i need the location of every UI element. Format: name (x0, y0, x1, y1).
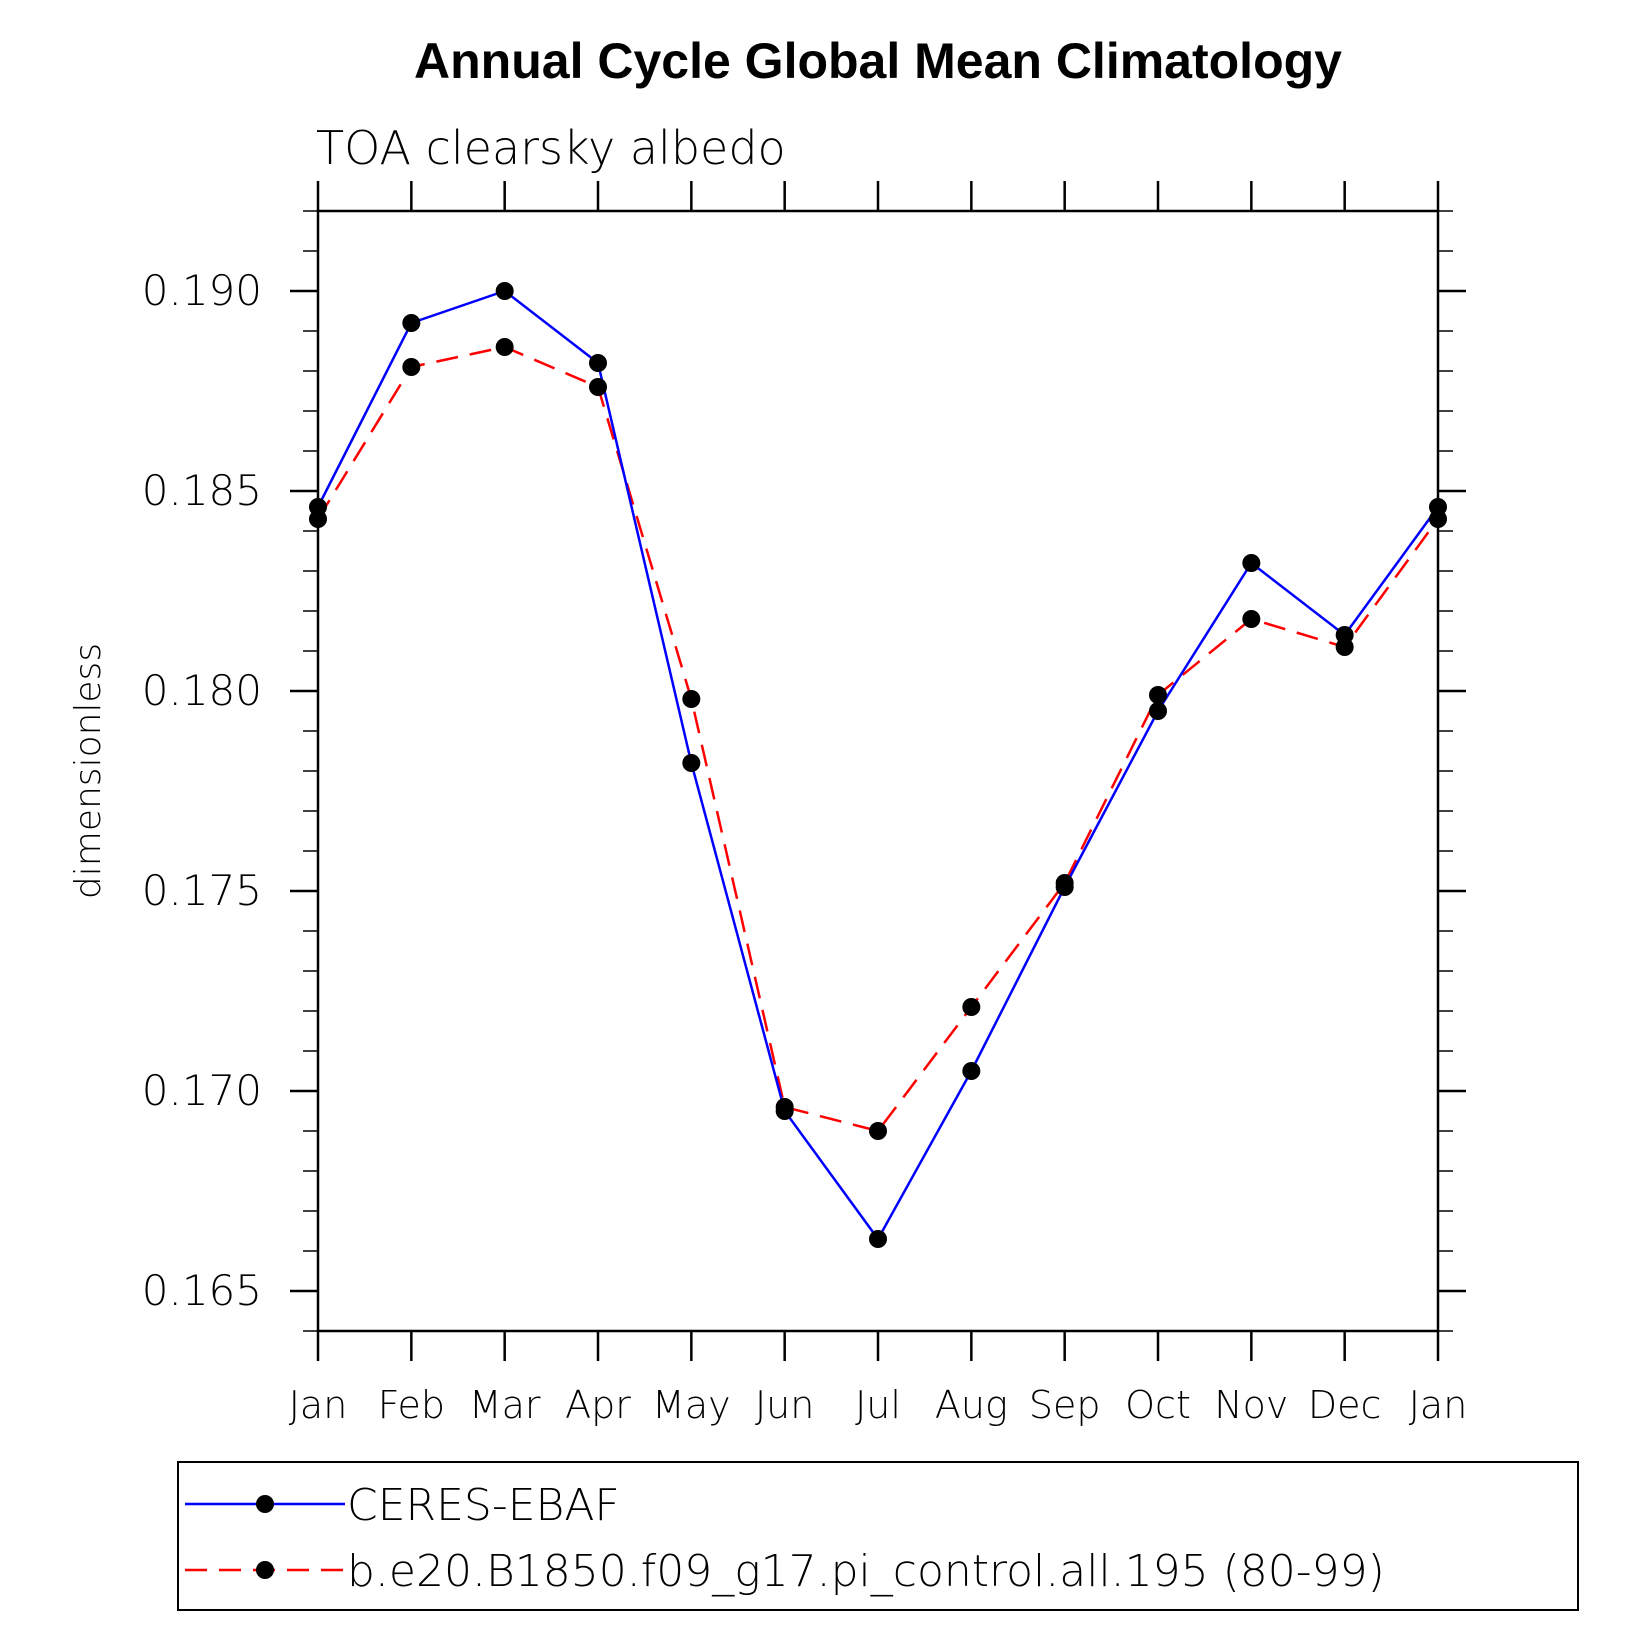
legend: CERES-EBAF b.e20.B1850.f09_g17.pi_control… (177, 1461, 1579, 1611)
data-point (495, 282, 514, 300)
x-tick-label: Oct (1125, 1383, 1191, 1427)
x-tick-label: Nov (1214, 1383, 1288, 1427)
data-point (1429, 510, 1447, 528)
x-tick-label: Jan (289, 1383, 348, 1427)
x-tick-label: Apr (565, 1383, 631, 1427)
legend-label: CERES-EBAF (347, 1480, 620, 1531)
y-tick-label: 0.175 (142, 866, 262, 915)
legend-box (177, 1461, 1579, 1611)
data-point (869, 1122, 887, 1140)
x-tick-label: Sep (1029, 1383, 1101, 1427)
x-tick-label: Mar (469, 1383, 541, 1427)
data-point (869, 1230, 887, 1248)
data-point (775, 1098, 794, 1116)
y-axis-label: dimensionless (68, 643, 109, 899)
plot-area (309, 282, 1447, 1248)
data-point (1055, 874, 1074, 892)
legend-label: b.e20.B1850.f09_g17.pi_control.all.195 (… (347, 1546, 1385, 1597)
data-point (962, 1062, 981, 1080)
plot-frame (316, 209, 1440, 1333)
x-tick-label: May (652, 1383, 731, 1427)
data-point (495, 338, 514, 356)
data-point (309, 510, 327, 528)
series-line (316, 289, 1440, 1242)
data-point (1335, 638, 1354, 656)
x-tick-label: Jan (1409, 1383, 1468, 1427)
legend-marker (256, 1495, 274, 1513)
data-point (589, 378, 607, 396)
chart-title: Annual Cycle Global Mean Climatology (414, 33, 1342, 89)
y-tick-label: 0.185 (142, 466, 262, 515)
axes: Jan Feb Mar Apr May Jun Jul Aug Sep Oct Nov Dec Jan 0… (142, 181, 1468, 1427)
data-point (682, 754, 701, 772)
x-tick-label: Feb (378, 1383, 445, 1427)
x-tick-label: Jun (755, 1383, 814, 1427)
x-tick-label: Jul (855, 1383, 901, 1427)
y-tick-label: 0.165 (142, 1266, 262, 1315)
chart-subtitle: TOA clearsky albedo (316, 121, 786, 175)
y-tick-label: 0.180 (142, 666, 262, 715)
y-tick-label: 0.170 (142, 1066, 262, 1115)
data-point (1242, 610, 1261, 628)
series-line (316, 345, 1440, 1133)
data-point (682, 690, 701, 708)
data-point (962, 998, 981, 1016)
legend-marker (256, 1561, 274, 1579)
x-tick-label: Dec (1308, 1383, 1382, 1427)
data-point (402, 314, 421, 332)
data-point (1149, 686, 1167, 704)
data-point (1242, 554, 1261, 572)
data-point (402, 358, 421, 376)
data-point (589, 354, 607, 372)
data-point (1149, 702, 1167, 720)
x-tick-label: Aug (935, 1383, 1008, 1427)
y-tick-label: 0.190 (142, 266, 262, 315)
